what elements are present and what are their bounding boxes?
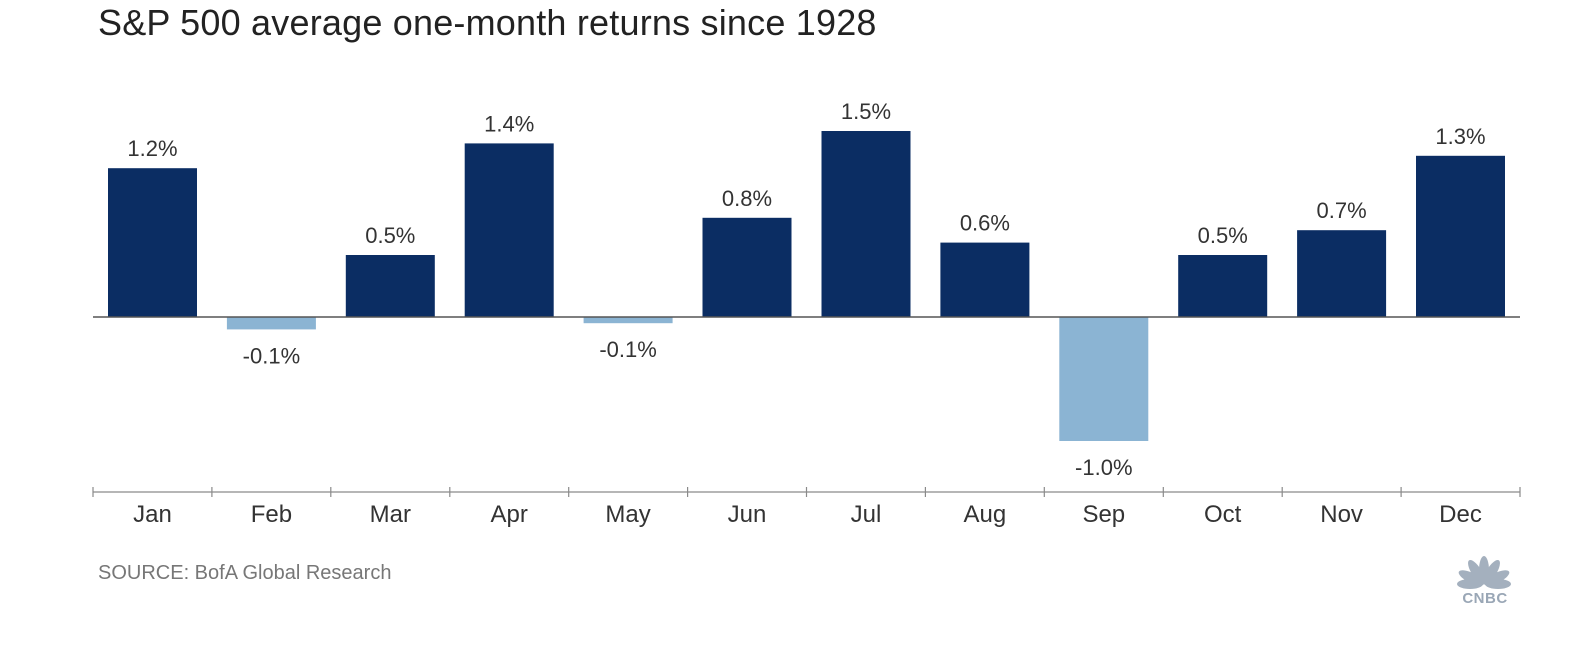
value-label-may: -0.1% [599,337,656,362]
month-label-nov: Nov [1320,501,1363,528]
value-label-oct: 0.5% [1198,223,1248,248]
bar-jun [702,217,792,317]
chart-title: S&P 500 average one-month returns since … [98,2,877,43]
bar-may [583,317,673,324]
month-label-jan: Jan [133,501,172,528]
month-label-apr: Apr [491,501,528,528]
value-label-mar: 0.5% [365,223,415,248]
bar-jan [108,168,197,317]
value-label-feb: -0.1% [243,343,300,368]
month-label-feb: Feb [251,501,292,528]
value-label-nov: 0.7% [1317,198,1367,223]
bar-dec [1416,155,1505,317]
bar-mar [345,255,435,317]
month-label-dec: Dec [1439,501,1482,528]
month-label-jul: Jul [851,501,882,528]
value-label-jan: 1.2% [127,136,177,161]
value-label-dec: 1.3% [1435,124,1485,149]
source-note: SOURCE: BofA Global Research [98,562,392,584]
value-label-aug: 0.6% [960,211,1010,236]
bar-oct [1178,255,1268,317]
value-labels-group: 1.2% -0.1% 0.5% 1.4% -0.1% 0.8% 1.5% 0.6% -1.0% 0… [127,99,1485,480]
month-label-jun: Jun [728,501,767,528]
value-label-apr: 1.4% [484,111,534,136]
month-label-may: May [605,501,650,528]
x-axis: Jan Feb Mar Apr May Jun Jul Aug Sep Oct Nov Dec [92,487,1521,528]
month-label-oct: Oct [1204,501,1242,528]
month-label-sep: Sep [1082,501,1125,528]
peacock-logo-icon [1457,556,1511,589]
bar-feb [226,317,316,330]
bar-apr [464,143,554,317]
month-label-aug: Aug [964,501,1007,528]
logo-wordmark: CNBC [1462,590,1508,607]
bar-chart: Jan Feb Mar Apr May Jun Jul Aug Sep Oct Nov Dec 1.2… [92,99,1521,528]
bar-jul [821,131,911,317]
bar-sep [1059,317,1149,441]
bar-nov [1297,230,1387,317]
value-label-sep: -1.0% [1075,455,1132,480]
value-label-jun: 0.8% [722,186,772,211]
month-label-mar: Mar [370,501,411,528]
bars-group [108,131,1505,441]
bar-aug [940,242,1030,317]
value-label-jul: 1.5% [841,99,891,124]
